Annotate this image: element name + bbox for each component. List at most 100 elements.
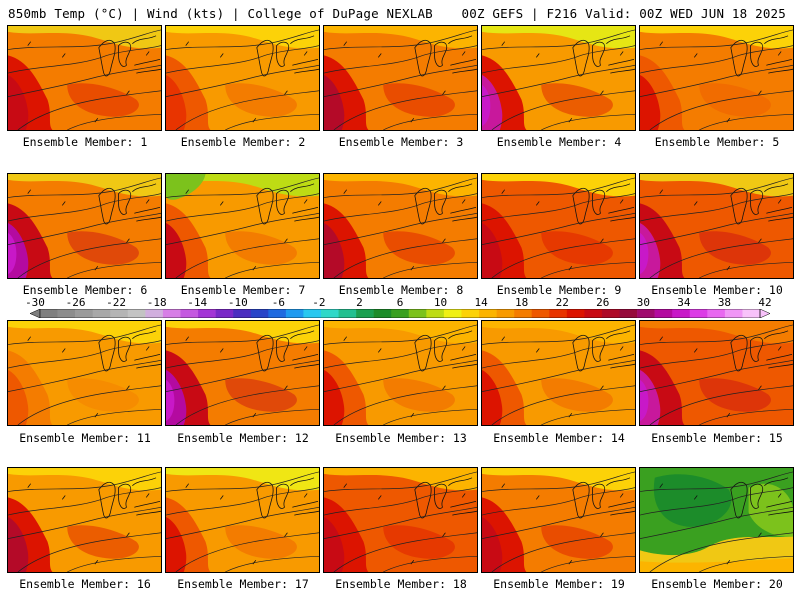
colorbar-segment bbox=[443, 309, 462, 318]
colorbar-segment bbox=[637, 309, 655, 318]
colorbar-segment bbox=[742, 309, 761, 318]
ensemble-member-label: Ensemble Member: 17 bbox=[177, 577, 309, 591]
temperature-map bbox=[166, 321, 319, 425]
ensemble-map-panel bbox=[7, 173, 162, 279]
colorbar-segment bbox=[40, 309, 58, 318]
colorbar-segment bbox=[250, 309, 269, 318]
colorbar-segment bbox=[479, 309, 497, 318]
temperature-map bbox=[166, 174, 319, 278]
colorbar-segment bbox=[92, 309, 111, 318]
ensemble-map-panel bbox=[7, 320, 162, 426]
colorbar-tick-label: 18 bbox=[515, 296, 529, 309]
colorbar-segment bbox=[198, 309, 216, 318]
ensemble-member-label: Ensemble Member: 2 bbox=[180, 135, 306, 149]
ensemble-map-panel bbox=[481, 467, 636, 573]
ensemble-member-label: Ensemble Member: 20 bbox=[651, 577, 783, 591]
ensemble-map-panel bbox=[165, 25, 320, 131]
ensemble-map-panel bbox=[639, 467, 794, 573]
colorbar-segment bbox=[110, 309, 129, 318]
ensemble-map-panel bbox=[639, 25, 794, 131]
ensemble-map-panel bbox=[481, 173, 636, 279]
colorbar-tick-label: 34 bbox=[677, 296, 691, 309]
colorbar-tick-label: -2 bbox=[312, 296, 326, 309]
colorbar-tick-label: 6 bbox=[396, 296, 404, 309]
temperature-map bbox=[166, 26, 319, 130]
temperature-map bbox=[8, 174, 161, 278]
temperature-map bbox=[324, 26, 477, 130]
temperature-map bbox=[8, 468, 161, 572]
run-valid-time: 00Z GEFS | F216 Valid: 00Z WED JUN 18 20… bbox=[461, 6, 786, 21]
temperature-map bbox=[324, 321, 477, 425]
colorbar-segment bbox=[162, 309, 181, 318]
colorbar-tick-label: 2 bbox=[356, 296, 363, 309]
colorbar-segment bbox=[285, 309, 304, 318]
colorbar-tick-label: -22 bbox=[106, 296, 127, 309]
colorbar-segment bbox=[145, 309, 164, 318]
ensemble-member-label: Ensemble Member: 6 bbox=[22, 283, 148, 297]
colorbar-segment bbox=[461, 309, 480, 318]
colorbar-segment bbox=[619, 309, 638, 318]
ensemble-member-label: Ensemble Member: 11 bbox=[19, 431, 151, 445]
ensemble-map-panel bbox=[323, 173, 478, 279]
ensemble-member-label: Ensemble Member: 1 bbox=[22, 135, 148, 149]
temperature-colorbar bbox=[30, 309, 770, 318]
colorbar-tick-label: 22 bbox=[555, 296, 569, 309]
ensemble-map-panel bbox=[323, 467, 478, 573]
temperature-map bbox=[482, 321, 635, 425]
ensemble-member-label: Ensemble Member: 12 bbox=[177, 431, 309, 445]
colorbar-tick-label: -6 bbox=[271, 296, 285, 309]
colorbar-segment bbox=[496, 309, 515, 318]
colorbar-tick-label: -30 bbox=[25, 296, 45, 309]
temperature-map bbox=[482, 468, 635, 572]
temperature-map bbox=[640, 321, 793, 425]
colorbar-segment bbox=[215, 309, 234, 318]
ensemble-map-panel bbox=[7, 467, 162, 573]
colorbar-segment bbox=[531, 309, 550, 318]
colorbar-tick-label: 38 bbox=[717, 296, 732, 309]
colorbar-segment bbox=[233, 309, 252, 318]
colorbar-segment bbox=[584, 309, 603, 318]
temperature-map bbox=[166, 468, 319, 572]
ensemble-map-panel bbox=[639, 320, 794, 426]
colorbar-tick-label: 30 bbox=[636, 296, 650, 309]
ensemble-member-label: Ensemble Member: 14 bbox=[493, 431, 625, 445]
ensemble-member-label: Ensemble Member: 3 bbox=[338, 135, 464, 149]
colorbar-segment bbox=[57, 309, 76, 318]
ensemble-map-panel bbox=[165, 320, 320, 426]
ensemble-map-panel bbox=[7, 25, 162, 131]
ensemble-member-label: Ensemble Member: 9 bbox=[496, 283, 622, 297]
ensemble-map-panel bbox=[165, 467, 320, 573]
colorbar-tick-label: 42 bbox=[758, 296, 772, 309]
ensemble-map-panel bbox=[639, 173, 794, 279]
colorbar-segment bbox=[303, 309, 322, 318]
temperature-map bbox=[640, 26, 793, 130]
ensemble-member-label: Ensemble Member: 4 bbox=[496, 135, 622, 149]
ensemble-member-label: Ensemble Member: 18 bbox=[335, 577, 467, 591]
temperature-map bbox=[324, 468, 477, 572]
colorbar-segment bbox=[724, 309, 743, 318]
colorbar-tick-label: 26 bbox=[596, 296, 610, 309]
colorbar-segment bbox=[426, 309, 445, 318]
colorbar-segment bbox=[373, 309, 392, 318]
colorbar-tick-label: -26 bbox=[65, 296, 86, 309]
ensemble-member-label: Ensemble Member: 16 bbox=[19, 577, 151, 591]
ensemble-map-panel bbox=[481, 25, 636, 131]
ensemble-member-label: Ensemble Member: 15 bbox=[651, 431, 783, 445]
temperature-map bbox=[482, 26, 635, 130]
colorbar-tick-label: 14 bbox=[474, 296, 488, 309]
colorbar-segment bbox=[75, 309, 93, 318]
ensemble-member-label: Ensemble Member: 13 bbox=[335, 431, 467, 445]
temperature-map bbox=[482, 174, 635, 278]
ensemble-member-label: Ensemble Member: 7 bbox=[180, 283, 306, 297]
colorbar-segment bbox=[689, 309, 708, 318]
colorbar-tick-label: -14 bbox=[187, 296, 208, 309]
temperature-map bbox=[8, 26, 161, 130]
ensemble-map-panel bbox=[165, 173, 320, 279]
ensemble-map-panel bbox=[481, 320, 636, 426]
ensemble-map-panel bbox=[323, 320, 478, 426]
colorbar-tick-label: -18 bbox=[146, 296, 167, 309]
colorbar-segment bbox=[672, 309, 691, 318]
colorbar-segment bbox=[654, 309, 673, 318]
colorbar-segment bbox=[338, 309, 357, 318]
temperature-map bbox=[640, 468, 793, 572]
